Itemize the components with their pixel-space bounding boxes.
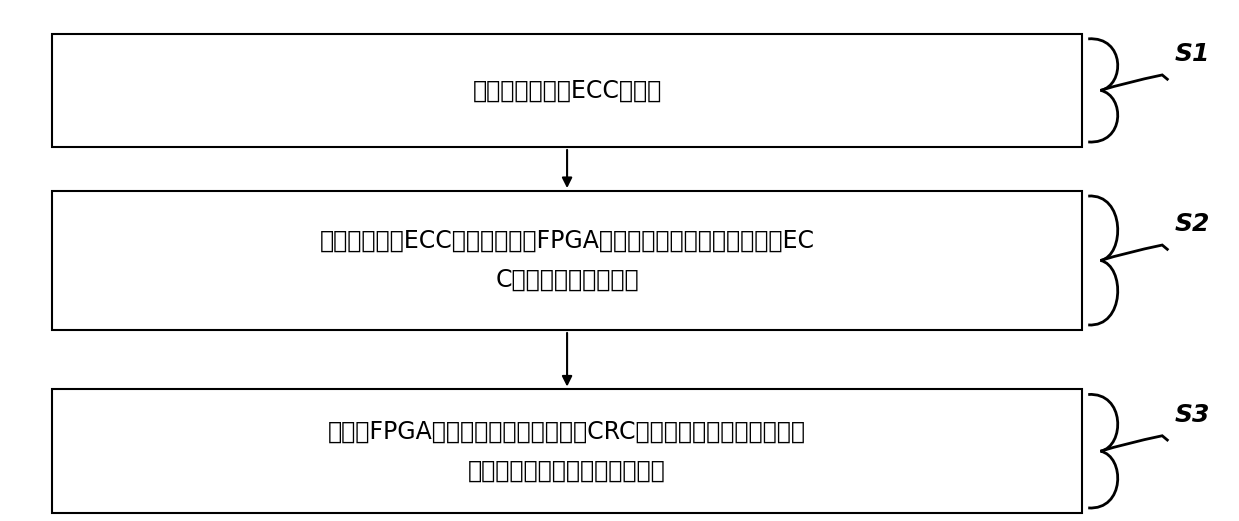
Text: S2: S2	[1175, 213, 1211, 237]
Text: 根据所述参考ECC校验码对所述FPGA配置存储器中的数据逐帧进行EC: 根据所述参考ECC校验码对所述FPGA配置存储器中的数据逐帧进行EC	[320, 229, 814, 253]
Text: 对所述FPGA配置存储器中的数据进行CRC校验并在出现错误时对配置: 对所述FPGA配置存储器中的数据进行CRC校验并在出现错误时对配置	[328, 420, 807, 444]
Text: S1: S1	[1175, 42, 1211, 66]
Text: 存储器中的所有帧进行数据重置: 存储器中的所有帧进行数据重置	[468, 458, 665, 482]
FancyBboxPatch shape	[52, 34, 1082, 147]
Text: 获取并保存参考ECC校验码: 获取并保存参考ECC校验码	[472, 78, 662, 103]
FancyBboxPatch shape	[52, 389, 1082, 513]
FancyBboxPatch shape	[52, 191, 1082, 330]
Text: C校验并修改错误数据: C校验并修改错误数据	[496, 268, 639, 292]
Text: S3: S3	[1175, 403, 1211, 427]
